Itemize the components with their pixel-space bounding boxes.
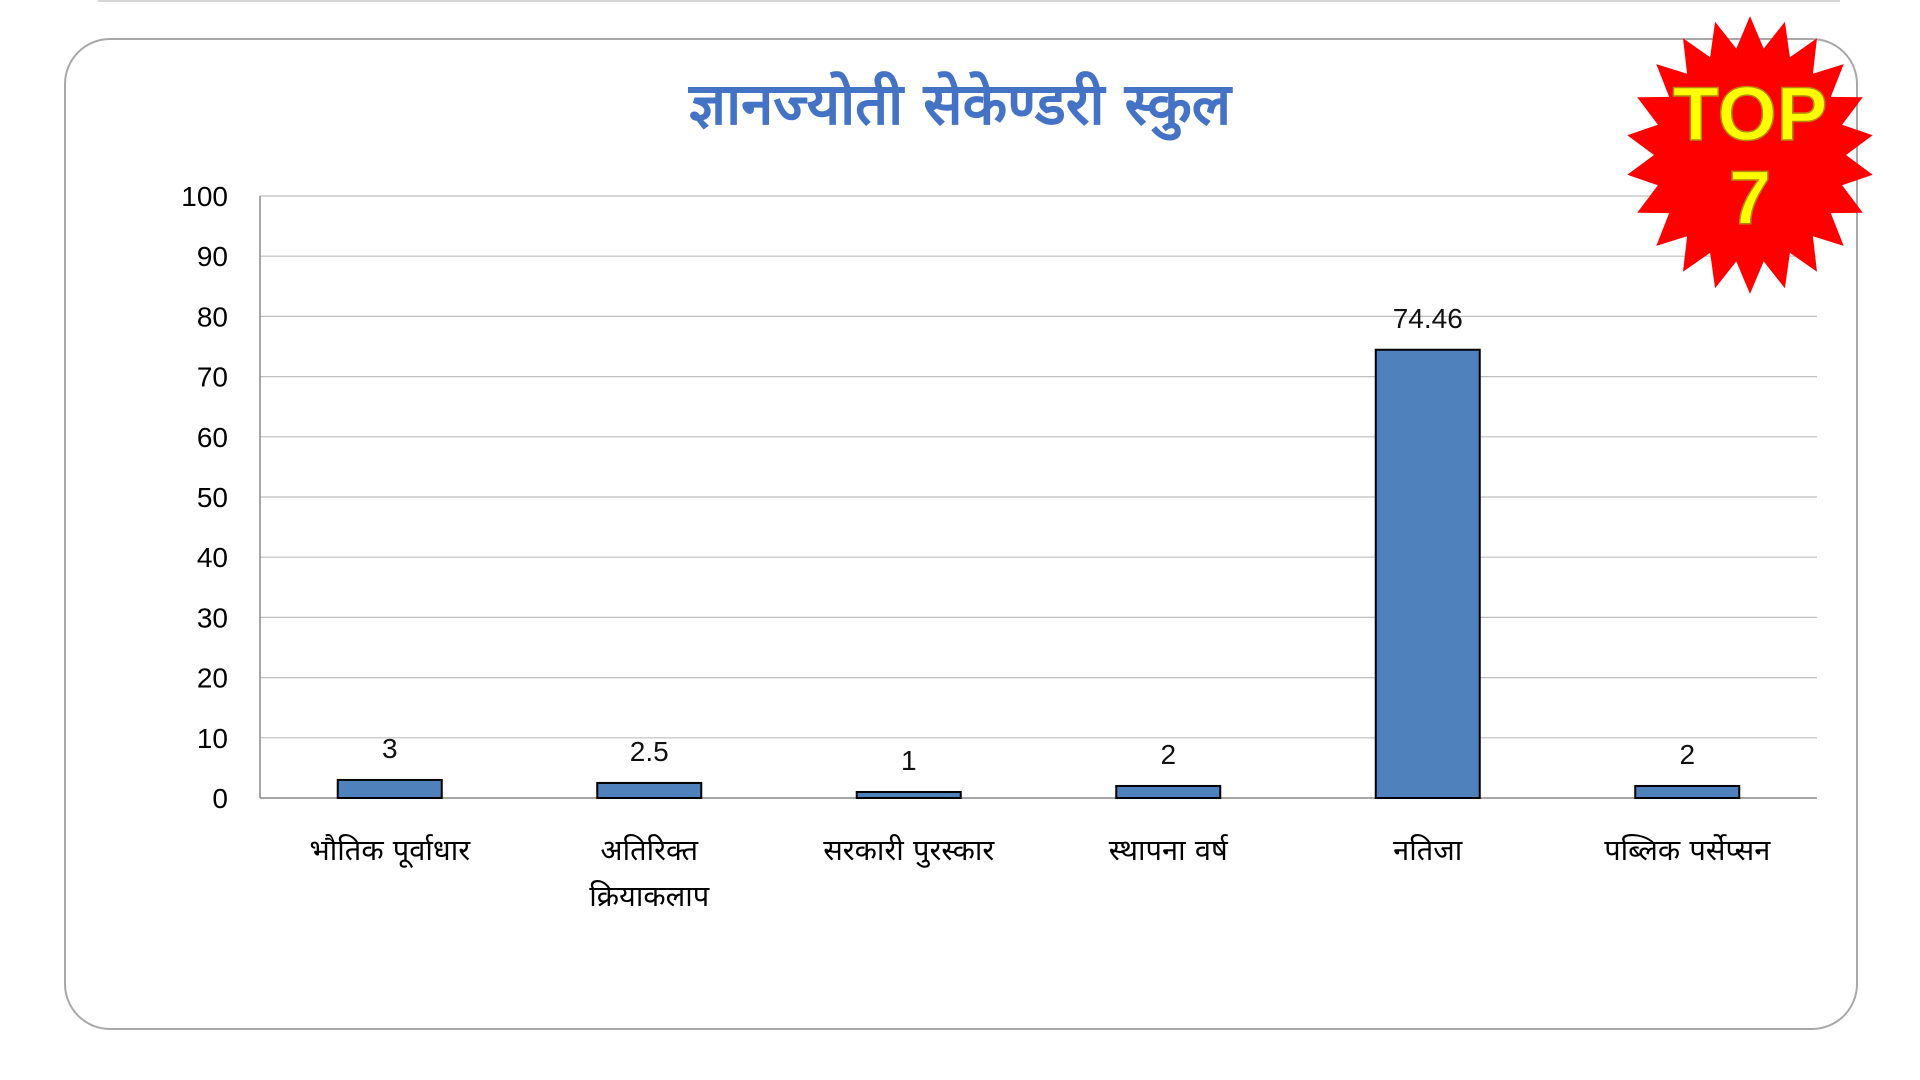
bar	[1115, 784, 1222, 800]
badge-line-1: TOP	[1673, 72, 1828, 157]
top-7-badge: TOP 7	[1627, 16, 1873, 294]
bar	[596, 781, 703, 800]
y-tick-label: 50	[197, 482, 228, 513]
chart-title: ज्ञानज्योती सेकेण्डरी स्कुल	[688, 70, 1232, 138]
x-category-label: अतिरिक्त	[600, 833, 698, 867]
data-label: 2.5	[630, 736, 669, 767]
y-tick-label: 70	[197, 362, 228, 393]
x-category-label: नतिजा	[1393, 833, 1463, 867]
data-label: 2	[1160, 739, 1176, 770]
data-label: 2	[1679, 739, 1695, 770]
badge-starburst	[1627, 16, 1873, 294]
x-category-label: भौतिक पूर्वाधार	[309, 833, 471, 868]
bar	[855, 790, 962, 799]
data-label: 1	[901, 745, 917, 776]
data-label: 3	[382, 733, 398, 764]
bar	[1634, 784, 1741, 800]
chart-card	[64, 38, 1858, 1030]
bar	[336, 778, 443, 800]
y-tick-label: 90	[197, 241, 228, 272]
x-category-label: स्थापना वर्ष	[1109, 833, 1229, 867]
y-tick-label: 30	[197, 602, 228, 633]
top-divider	[98, 0, 1840, 2]
x-category-label: सरकारी पुरस्कार	[823, 833, 995, 868]
y-tick-label: 0	[212, 783, 228, 814]
y-tick-label: 100	[181, 181, 228, 212]
badge-line-2: 7	[1729, 156, 1771, 241]
x-category-label: क्रियाकलाप	[589, 879, 710, 913]
y-tick-label: 40	[197, 542, 228, 573]
y-tick-label: 80	[197, 301, 228, 332]
y-tick-label: 60	[197, 422, 228, 453]
y-tick-label: 10	[197, 723, 228, 754]
x-category-label: पब्लिक पर्सेप्सन	[1604, 833, 1771, 867]
y-tick-label: 20	[197, 663, 228, 694]
bar	[1374, 348, 1481, 799]
data-label: 74.46	[1393, 303, 1463, 334]
